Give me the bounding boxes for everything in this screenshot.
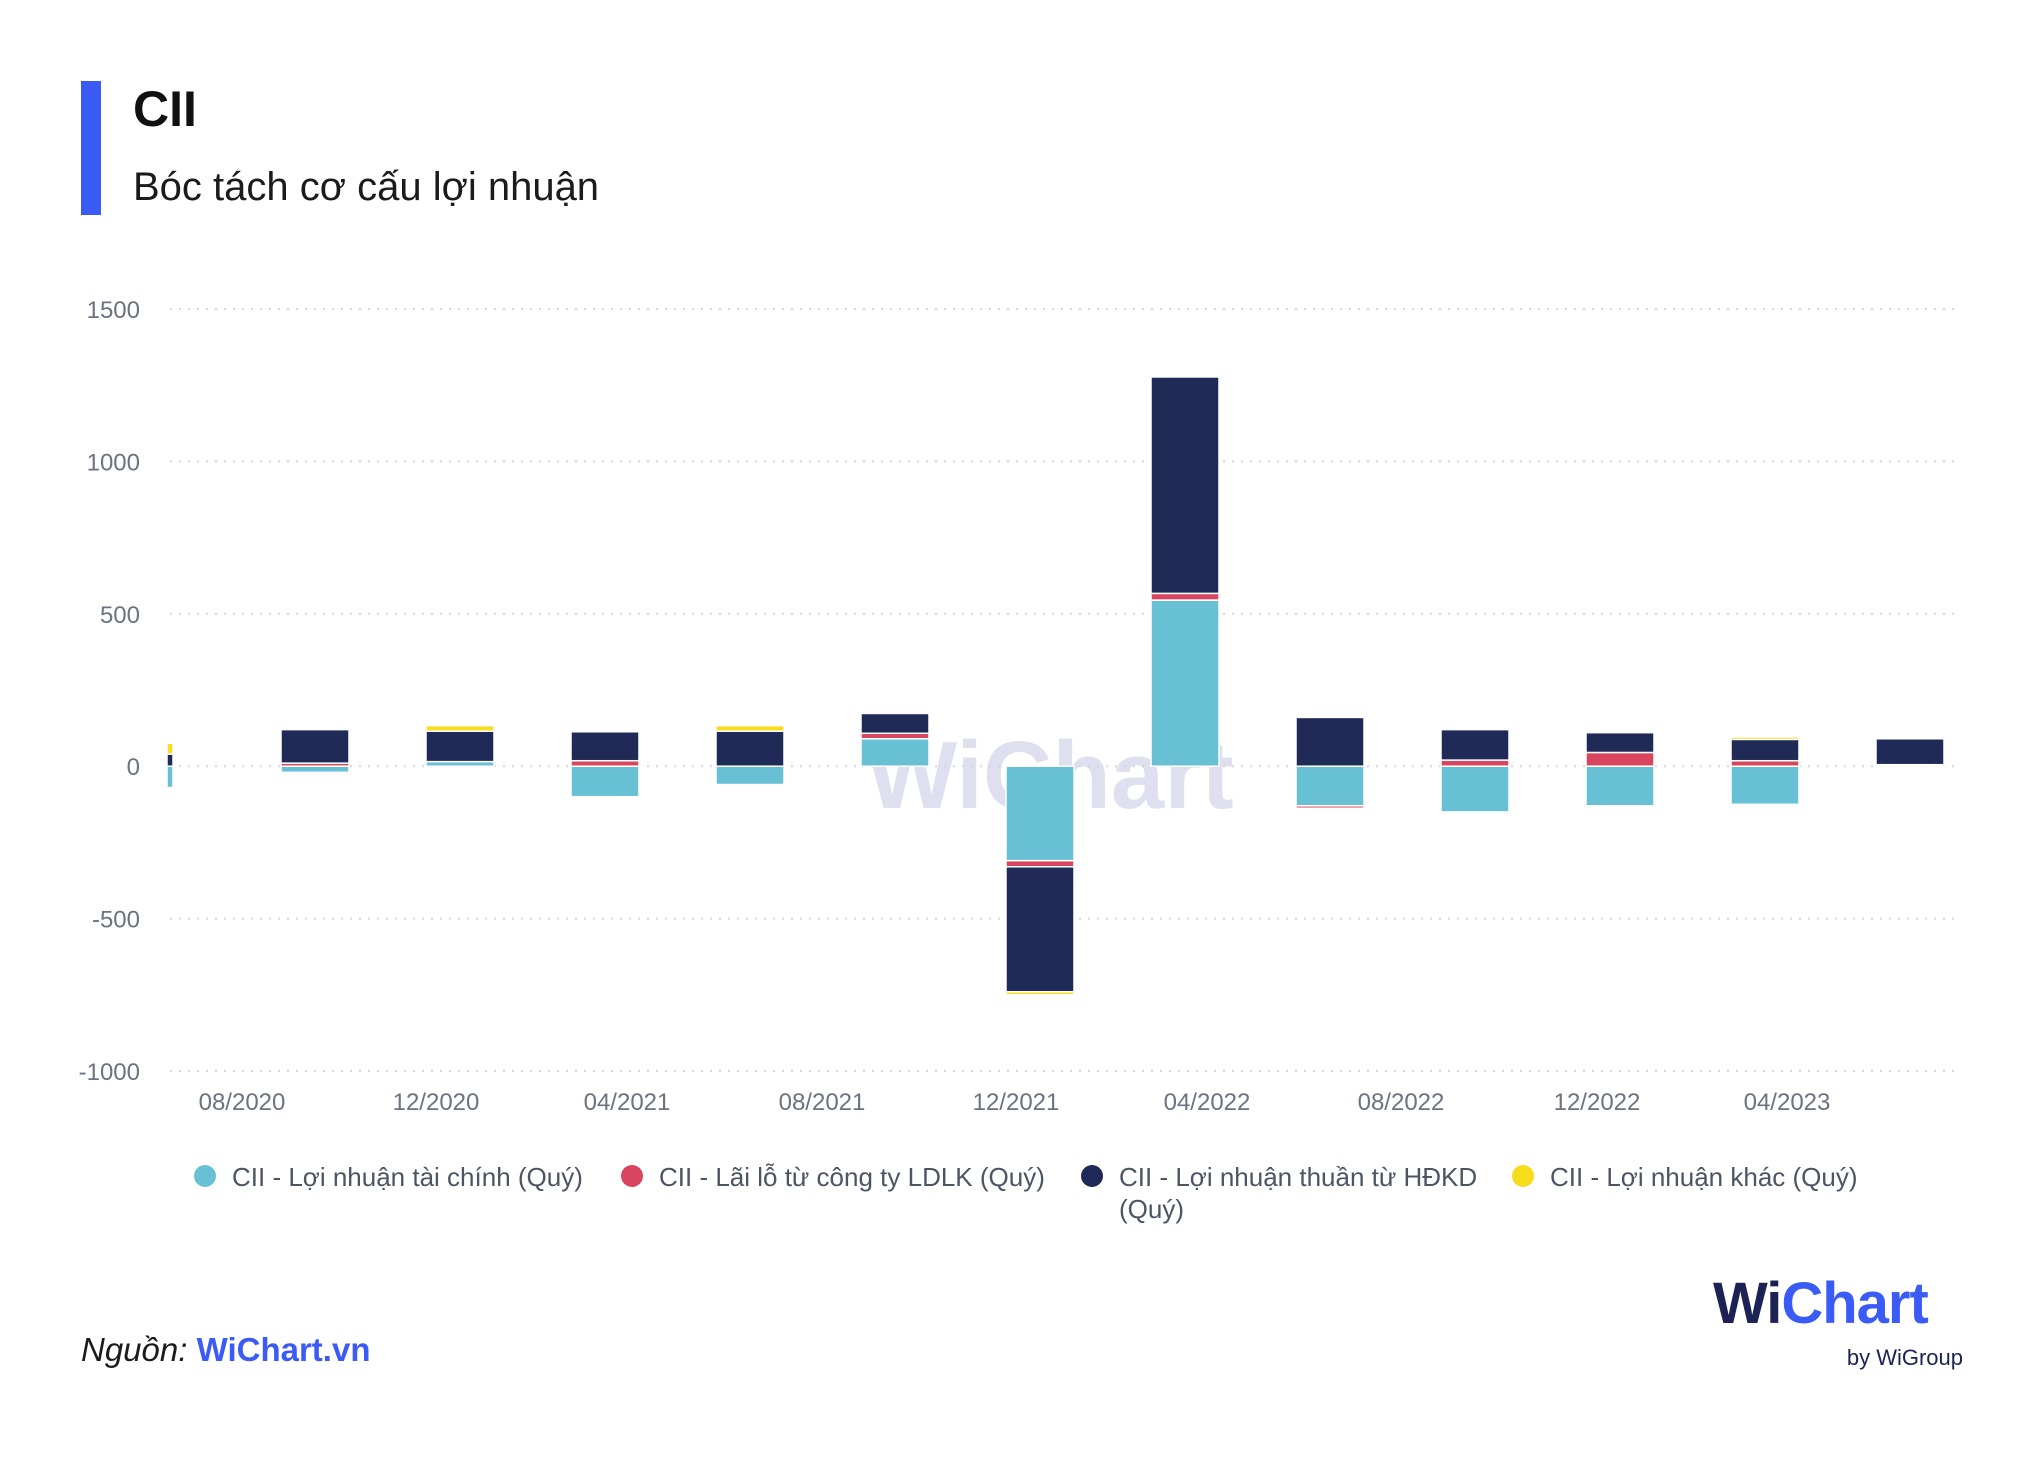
- bar-segment[interactable]: [570, 731, 640, 762]
- page-subtitle: Bóc tách cơ cấu lợi nhuận: [133, 165, 600, 209]
- bar-segment[interactable]: [715, 765, 785, 786]
- bar-group[interactable]: [570, 731, 640, 798]
- bar-segment[interactable]: [860, 732, 930, 740]
- bar-segment[interactable]: [1150, 376, 1220, 595]
- bar-segment[interactable]: [715, 730, 785, 767]
- bar-segment[interactable]: [1585, 731, 1655, 754]
- x-tick-label: 08/2022: [1358, 1089, 1445, 1116]
- bar-segment[interactable]: [1440, 759, 1510, 767]
- bar-segment[interactable]: [1585, 805, 1655, 809]
- bar-segment[interactable]: [1875, 738, 1945, 766]
- title-accent-bar: [81, 81, 101, 215]
- bar-segment[interactable]: [570, 759, 640, 767]
- bar-segment[interactable]: [1150, 592, 1220, 601]
- bar-segment[interactable]: [166, 753, 174, 767]
- source-link[interactable]: WiChart.vn: [196, 1331, 371, 1368]
- bar-segment[interactable]: [570, 765, 640, 798]
- bar-segment[interactable]: [1150, 599, 1220, 767]
- bar-segment[interactable]: [1005, 991, 1075, 996]
- legend-label: CII - Lợi nhuận thuần từ HĐKD (Quý): [1119, 1162, 1477, 1224]
- bar-segment[interactable]: [860, 712, 930, 735]
- bar-group[interactable]: [1150, 376, 1220, 767]
- x-tick-label: 12/2020: [393, 1089, 480, 1116]
- y-tick-label: -1000: [79, 1059, 140, 1086]
- bar-group[interactable]: [1585, 731, 1655, 809]
- y-tick-label: 1000: [87, 449, 140, 476]
- bar-segment[interactable]: [1730, 765, 1800, 806]
- x-tick-label: 08/2021: [779, 1089, 866, 1116]
- legend-marker: [194, 1165, 216, 1187]
- x-tick-label: 08/2020: [199, 1089, 286, 1116]
- y-axis-ticks: 1500 1000 500 0 -500 -1000: [79, 297, 140, 1086]
- legend-item[interactable]: CII - Lợi nhuận thuần từ HĐKD (Quý): [1081, 1162, 1477, 1224]
- bar-segment[interactable]: [860, 738, 930, 767]
- legend-marker: [1512, 1165, 1534, 1187]
- page-title: CII: [133, 81, 197, 137]
- bar-segment[interactable]: [1005, 765, 1075, 862]
- bar-segment[interactable]: [1005, 866, 1075, 993]
- bar-group[interactable]: [1875, 738, 1945, 767]
- x-tick-label: 12/2022: [1554, 1089, 1641, 1116]
- logo-part-chart: Chart: [1781, 1271, 1928, 1336]
- legend-item[interactable]: CII - Lãi lỗ từ công ty LDLK (Quý): [621, 1162, 1045, 1192]
- wichart-logo: WiChart by WiGroup: [1713, 1275, 1963, 1385]
- bar-group[interactable]: [1005, 765, 1075, 996]
- x-axis-ticks: 08/2020 12/2020 04/2021 08/2021 12/2021 04/20…: [199, 1089, 1831, 1116]
- legend-label: CII - Lợi nhuận tài chính (Quý): [232, 1162, 583, 1192]
- bar-group[interactable]: [715, 724, 785, 786]
- bar-group[interactable]: [280, 728, 350, 774]
- bar-group[interactable]: [1295, 716, 1365, 810]
- y-tick-label: 1500: [87, 297, 140, 324]
- bar-segment[interactable]: [425, 724, 495, 732]
- source-note: Nguồn: WiChart.vn: [81, 1331, 370, 1369]
- bar-segment[interactable]: [1730, 738, 1800, 762]
- bar-segment[interactable]: [1440, 728, 1510, 761]
- bar-segment[interactable]: [166, 765, 174, 789]
- bar-segment[interactable]: [715, 724, 785, 732]
- bar-group[interactable]: [860, 712, 930, 767]
- legend-label: CII - Lãi lỗ từ công ty LDLK (Quý): [659, 1162, 1045, 1192]
- bar-group[interactable]: [1440, 728, 1510, 813]
- source-label: Nguồn:: [81, 1331, 188, 1368]
- bars-layer: [166, 376, 1945, 996]
- bar-segment[interactable]: [1295, 805, 1365, 810]
- bar-segment[interactable]: [1585, 751, 1655, 767]
- logo-byline: by WiGroup: [1846, 1345, 1963, 1370]
- bar-segment[interactable]: [1730, 736, 1800, 741]
- x-tick-label: 04/2023: [1744, 1089, 1831, 1116]
- y-tick-label: -500: [92, 907, 140, 934]
- legend-marker: [1081, 1165, 1103, 1187]
- x-tick-label: 04/2021: [584, 1089, 671, 1116]
- logo-part-wi: Wi: [1713, 1271, 1782, 1336]
- x-tick-label: 12/2021: [973, 1089, 1060, 1116]
- y-tick-label: 500: [100, 602, 140, 629]
- bar-segment[interactable]: [280, 728, 350, 764]
- bar-segment[interactable]: [1295, 765, 1365, 807]
- bar-segment[interactable]: [1005, 859, 1075, 868]
- bar-group[interactable]: [1730, 736, 1800, 806]
- bar-segment[interactable]: [1585, 765, 1655, 807]
- legend-marker: [621, 1165, 643, 1187]
- bar-segment[interactable]: [280, 765, 350, 774]
- bar-segment[interactable]: [1440, 765, 1510, 813]
- x-tick-label: 04/2022: [1164, 1089, 1251, 1116]
- bar-segment[interactable]: [166, 742, 174, 755]
- bar-segment[interactable]: [1730, 759, 1800, 767]
- legend: CII - Lợi nhuận tài chính (Quý) CII - Lãi…: [194, 1162, 1858, 1224]
- legend-item[interactable]: CII - Lợi nhuận tài chính (Quý): [194, 1162, 583, 1192]
- legend-item[interactable]: CII - Lợi nhuận khác (Quý): [1512, 1162, 1858, 1192]
- bar-group[interactable]: [166, 742, 174, 789]
- bar-group[interactable]: [425, 724, 495, 767]
- bar-segment[interactable]: [1295, 716, 1365, 767]
- legend-label: CII - Lợi nhuận khác (Quý): [1550, 1162, 1858, 1192]
- bar-segment[interactable]: [425, 730, 495, 763]
- y-tick-label: 0: [127, 754, 140, 781]
